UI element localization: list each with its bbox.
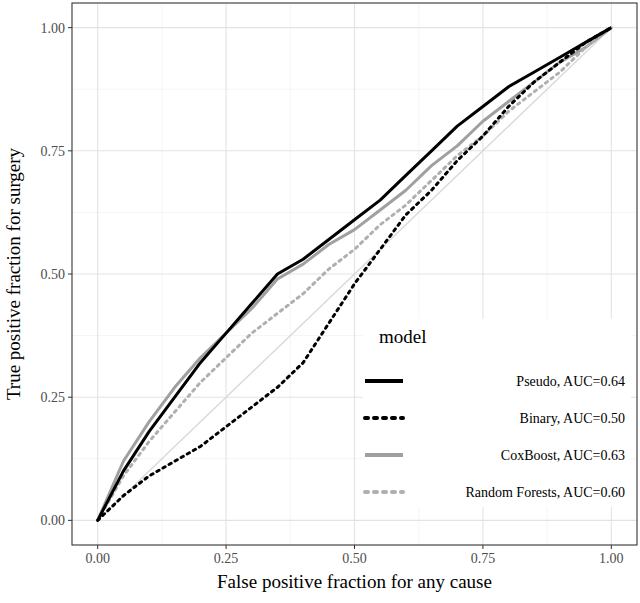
legend-label: Random Forests, AUC=0.60 <box>465 485 625 500</box>
grid-line <box>72 150 637 151</box>
legend-key <box>365 416 403 420</box>
legend-background <box>363 319 631 507</box>
grid <box>72 3 637 545</box>
tick <box>226 545 227 549</box>
tick-label: 0.50 <box>41 267 66 282</box>
x-axis-label: False positive fraction for any cause <box>217 571 492 592</box>
tick-label: 0.25 <box>214 551 239 566</box>
legend-label: CoxBoost, AUC=0.63 <box>501 448 625 463</box>
grid-line <box>72 520 637 521</box>
legend-key <box>365 453 403 457</box>
tick <box>68 274 72 275</box>
tick-label: 0.00 <box>41 513 66 528</box>
tick <box>68 150 72 151</box>
grid-line <box>72 27 637 28</box>
tick-label: 0.25 <box>41 390 66 405</box>
legend-label: Binary, AUC=0.50 <box>520 411 625 426</box>
legend-key <box>365 490 403 494</box>
tick-label: 0.50 <box>342 551 367 566</box>
tick <box>611 545 612 549</box>
tick <box>68 27 72 28</box>
legend: model Pseudo, AUC=0.64 Binary, AUC=0.50 Cox… <box>363 319 631 507</box>
tick-label: 1.00 <box>41 21 66 36</box>
tick <box>482 545 483 549</box>
tick-label: 1.00 <box>599 551 624 566</box>
tick-label: 0.75 <box>471 551 496 566</box>
plot-frame <box>72 3 637 545</box>
plot-background <box>72 3 637 545</box>
tick-label: 0.75 <box>41 144 66 159</box>
tick <box>68 397 72 398</box>
legend-label: Pseudo, AUC=0.64 <box>516 374 625 389</box>
legend-title: model <box>379 326 427 347</box>
tick <box>354 545 355 549</box>
background <box>0 0 640 603</box>
legend-key <box>365 379 403 383</box>
chart: 0.00 0.25 0.50 0.75 1.00 0.00 0.25 0.50 0.75 1.00… <box>0 0 640 603</box>
tick-label: 0.00 <box>85 551 110 566</box>
tick <box>68 520 72 521</box>
tick <box>97 545 98 549</box>
y-axis-label: True positive fraction for surgery <box>3 147 24 400</box>
